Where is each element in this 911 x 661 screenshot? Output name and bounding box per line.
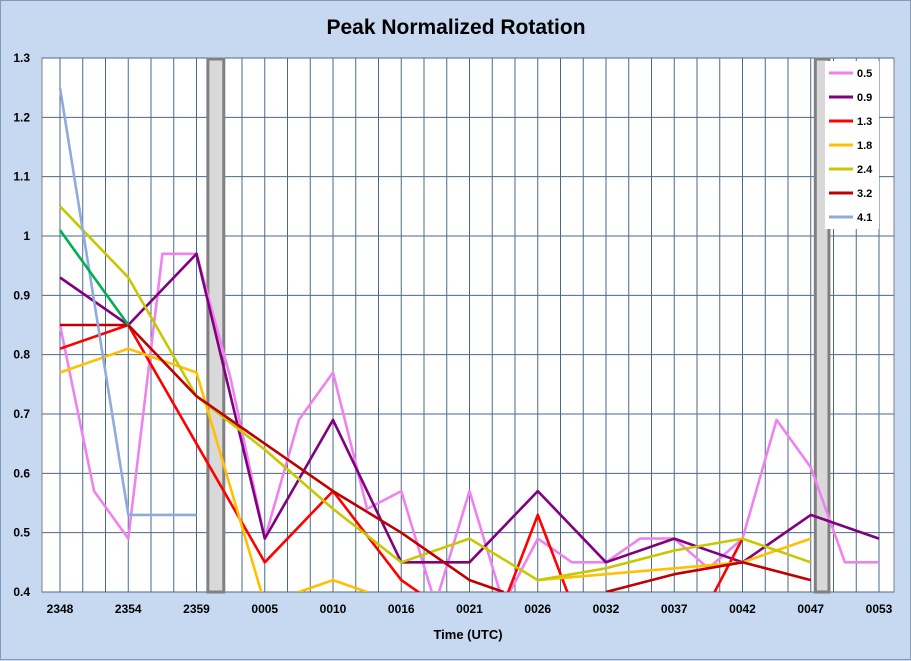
y-tick-label: 0.6 [13, 466, 30, 480]
y-tick-label: 1.3 [13, 51, 30, 65]
plot-area [41, 57, 895, 593]
x-tick-label: 0047 [797, 602, 824, 616]
x-tick-label: 0037 [661, 602, 688, 616]
x-tick-label: 0021 [456, 602, 483, 616]
x-tick-label: 0010 [320, 602, 347, 616]
x-tick-label: 0026 [524, 602, 551, 616]
series-line-3-2 [60, 323, 812, 592]
x-axis-ticks: 2348 2354 2359 0005 0010 0016 0021 0026 0032 0037… [47, 602, 893, 616]
x-tick-label: 0016 [388, 602, 415, 616]
x-tick-label: 0005 [251, 602, 278, 616]
x-tick-label: 2359 [183, 602, 210, 616]
x-tick-label: 2354 [115, 602, 142, 616]
x-axis-label: Time (UTC) [433, 627, 502, 642]
legend-label: 1.8 [857, 140, 872, 152]
x-tick-label: 0053 [866, 602, 893, 616]
y-axis-ticks: 0.4 0.5 0.6 0.7 0.8 0.9 1 1.1 1.2 1.3 [13, 51, 30, 599]
y-tick-label: 0.5 [13, 526, 30, 540]
y-tick-label: 0.9 [13, 288, 30, 302]
legend-label: 2.4 [857, 164, 873, 176]
y-tick-label: 1.2 [13, 110, 30, 124]
y-tick-label: 0.8 [13, 348, 30, 362]
legend-label: 4.1 [857, 212, 872, 224]
y-tick-label: 0.7 [13, 407, 30, 421]
chart-title: Peak Normalized Rotation [326, 16, 585, 39]
x-tick-label: 0042 [729, 602, 756, 616]
series-line-unlabeled-7 [58, 229, 130, 326]
y-tick-label: 0.4 [13, 585, 30, 599]
legend-label: 0.5 [857, 68, 872, 80]
x-tick-label: 0032 [593, 602, 620, 616]
series-line-2-4 [59, 205, 812, 582]
series-line-4-1 [58, 87, 197, 517]
legend: 0.5 0.9 1.3 1.8 2.4 3.2 4.1 [825, 61, 879, 229]
legend-label: 0.9 [857, 92, 872, 104]
x-tick-label: 2348 [47, 602, 74, 616]
legend-label: 1.3 [857, 116, 872, 128]
legend-label: 3.2 [857, 188, 872, 200]
y-tick-label: 1 [23, 229, 30, 243]
series-lines [58, 87, 880, 592]
grid [42, 57, 894, 593]
y-tick-label: 1.1 [13, 170, 30, 184]
